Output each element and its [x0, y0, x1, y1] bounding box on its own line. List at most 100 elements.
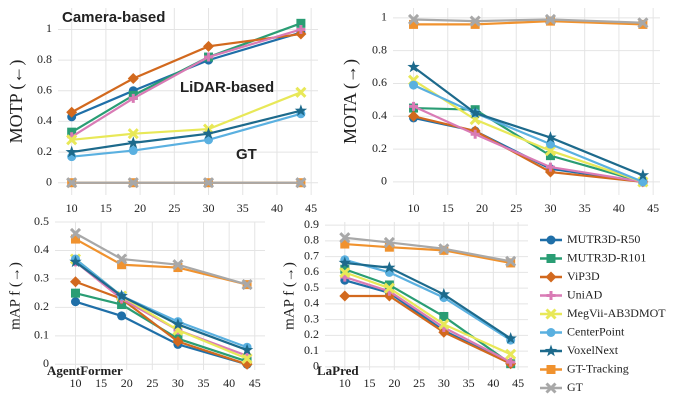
series-line	[74, 232, 248, 286]
x-tick-label: 35	[237, 201, 249, 215]
marker	[202, 177, 215, 189]
marker	[407, 13, 420, 26]
legend-marker	[546, 365, 556, 374]
y-tick-label: 0.9	[304, 217, 319, 231]
marker	[339, 290, 351, 302]
legend-label: GT	[567, 380, 584, 394]
series-line	[74, 260, 248, 357]
marker	[128, 146, 138, 156]
x-tick-label: 10	[66, 201, 78, 215]
y-tick-label: 0.6	[37, 83, 52, 97]
marker	[172, 259, 184, 271]
chart-label: LaPred	[317, 363, 359, 378]
series-line	[344, 294, 512, 365]
marker	[241, 353, 253, 365]
marker	[241, 279, 253, 291]
series-line	[412, 66, 644, 177]
series-line	[344, 271, 512, 356]
x-tick-label: 15	[95, 376, 107, 390]
marker	[545, 151, 555, 161]
marker	[117, 260, 127, 270]
y-tick-label: 0.3	[34, 271, 49, 285]
marker	[127, 73, 139, 85]
legend-label: VoxelNext	[567, 343, 619, 357]
marker	[295, 177, 307, 189]
marker	[66, 177, 78, 189]
legend-marker	[546, 254, 556, 263]
x-tick-label: 25	[413, 376, 425, 390]
x-tick-label: 15	[364, 376, 376, 390]
x-tick-label: 10	[408, 201, 420, 215]
marker	[544, 166, 556, 178]
marker	[437, 287, 450, 300]
x-tick-label: 25	[168, 201, 180, 215]
marker	[116, 253, 128, 265]
series-line	[75, 280, 248, 366]
marker	[384, 280, 394, 290]
marker	[127, 177, 139, 189]
marker	[409, 80, 419, 90]
y-axis-label: mAP f (→)	[281, 262, 297, 330]
chart: 0 0.2 0.4 0.6 0.8 1 10 15 20 25 30 35 40 45 MOTA (→)	[340, 8, 660, 215]
series-line	[413, 105, 644, 183]
series-line	[71, 28, 302, 138]
marker	[117, 311, 127, 321]
legend-label: CenterPoint	[567, 324, 625, 338]
marker	[127, 128, 139, 140]
marker	[339, 266, 351, 278]
marker	[544, 145, 557, 157]
series-line	[75, 292, 248, 363]
y-tick-label: 0.2	[372, 141, 387, 155]
x-tick-label: 30	[544, 201, 556, 215]
x-tick-label: 30	[203, 201, 215, 215]
x-tick-label: 20	[134, 201, 146, 215]
y-tick-label: 0	[43, 356, 49, 370]
x-tick-label: 35	[579, 201, 591, 215]
y-tick-label: 0.3	[304, 311, 319, 325]
marker	[470, 129, 480, 139]
marker	[470, 19, 480, 29]
legend-marker	[546, 235, 556, 245]
legend-label: MUTR3D-R50	[567, 232, 640, 246]
marker	[637, 17, 649, 29]
marker	[506, 357, 516, 367]
x-tick-label: 20	[121, 376, 133, 390]
x-tick-label: 20	[476, 201, 488, 215]
marker	[383, 282, 395, 294]
marker	[438, 318, 450, 330]
y-tick-label: 0.6	[372, 75, 387, 89]
series-line	[413, 18, 643, 24]
x-tick-label: 35	[463, 376, 475, 390]
y-tick-label: 0	[46, 174, 52, 188]
marker	[70, 288, 80, 298]
x-tick-label: 35	[198, 376, 210, 390]
x-tick-label: 45	[305, 201, 317, 215]
marker	[636, 168, 650, 181]
marker	[69, 255, 82, 268]
marker	[295, 86, 307, 98]
y-tick-label: 0.5	[34, 214, 49, 228]
x-tick-label: 45	[249, 376, 261, 390]
y-axis-label: MOTP (←)	[6, 60, 27, 144]
x-tick-label: 40	[223, 376, 235, 390]
legend-marker	[546, 291, 556, 300]
y-axis-label: mAP f (→)	[7, 262, 23, 330]
marker	[203, 40, 215, 52]
marker	[545, 162, 555, 172]
marker	[544, 13, 557, 26]
y-tick-label: 0.6	[304, 264, 319, 278]
x-tick-label: 30	[438, 376, 450, 390]
series-line	[74, 260, 248, 352]
marker	[407, 60, 420, 73]
legend-marker	[546, 328, 556, 337]
marker	[338, 256, 351, 269]
x-tick-label: 10	[339, 376, 351, 390]
chart: 0 0.1 0.2 0.30.4 0.5 0.6 0.70.8 0.9 10 15 20 25 30 35…	[281, 217, 528, 390]
x-tick-label: 15	[442, 201, 454, 215]
y-tick-label: 0.4	[34, 242, 49, 256]
marker	[128, 93, 138, 103]
x-tick-label: 40	[487, 376, 499, 390]
marker	[505, 255, 517, 267]
marker	[340, 239, 350, 249]
